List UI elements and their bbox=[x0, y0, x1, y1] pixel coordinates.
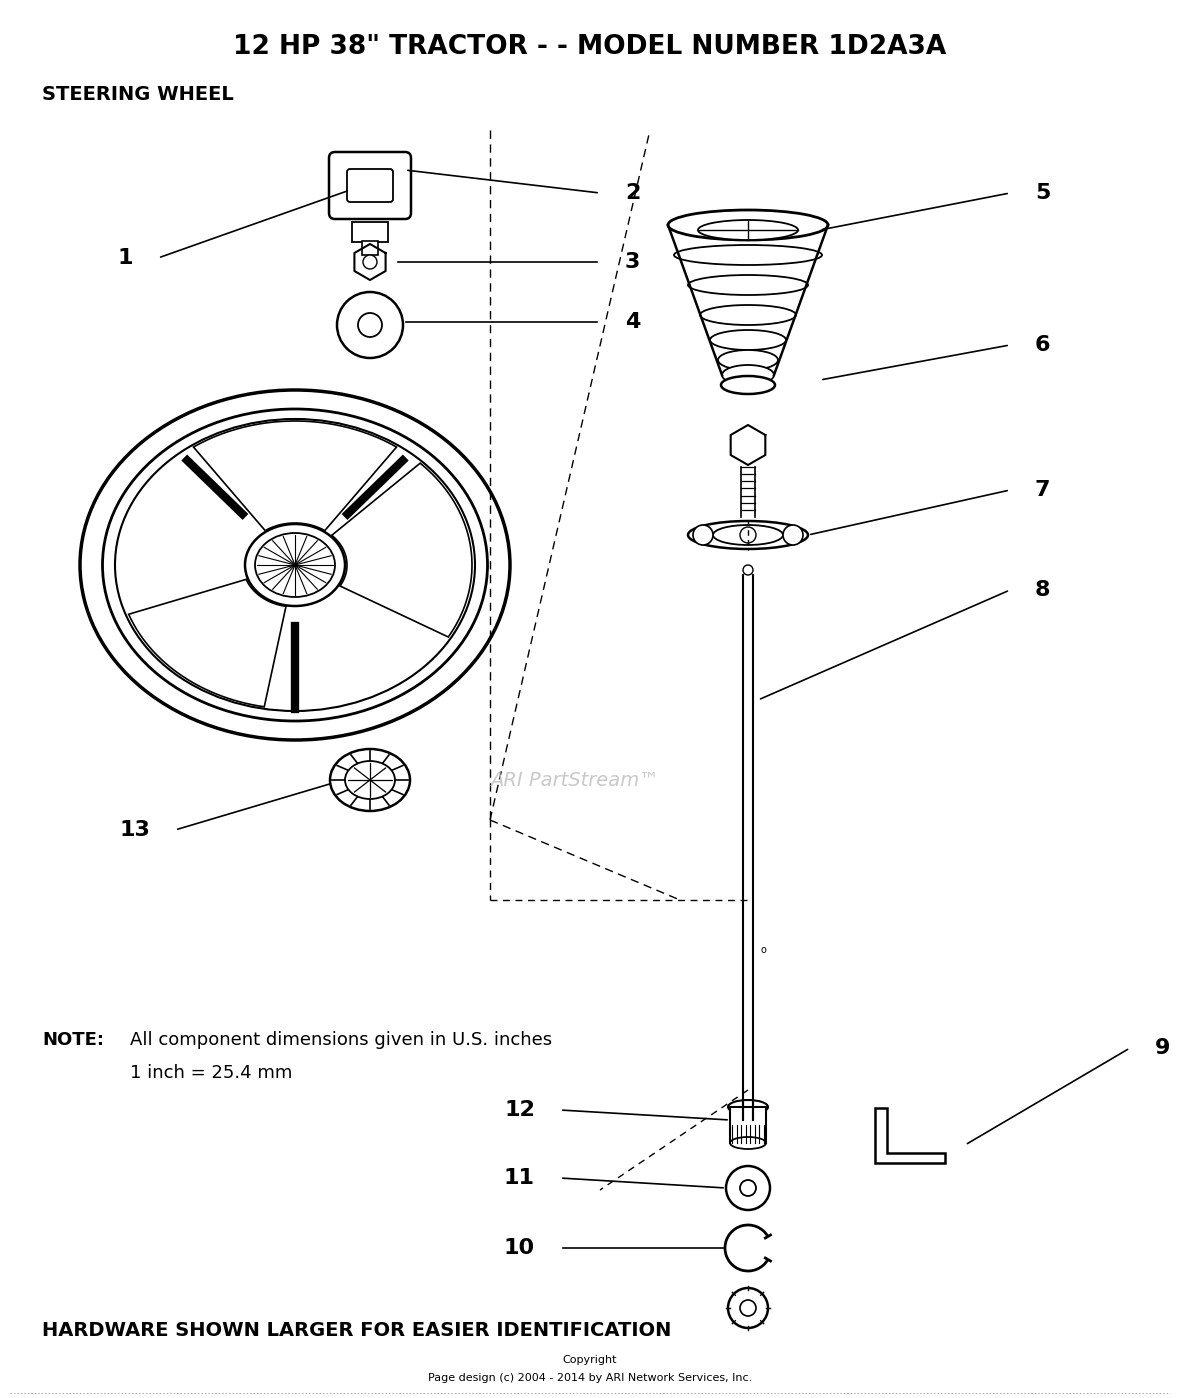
Polygon shape bbox=[129, 579, 286, 707]
Ellipse shape bbox=[114, 419, 476, 712]
Ellipse shape bbox=[699, 219, 798, 240]
Text: 7: 7 bbox=[1035, 480, 1050, 500]
FancyBboxPatch shape bbox=[329, 152, 411, 219]
Ellipse shape bbox=[330, 749, 409, 811]
Circle shape bbox=[740, 1300, 756, 1316]
Ellipse shape bbox=[688, 521, 808, 549]
Polygon shape bbox=[730, 425, 766, 466]
Ellipse shape bbox=[710, 330, 786, 350]
Circle shape bbox=[693, 526, 713, 545]
Circle shape bbox=[784, 526, 804, 545]
Ellipse shape bbox=[80, 390, 510, 740]
Text: 3: 3 bbox=[625, 252, 641, 273]
Circle shape bbox=[363, 254, 376, 268]
Text: ARI PartStream™: ARI PartStream™ bbox=[490, 770, 658, 790]
Ellipse shape bbox=[674, 245, 822, 266]
Bar bbox=[362, 240, 378, 254]
Text: 6: 6 bbox=[1035, 336, 1050, 355]
Ellipse shape bbox=[345, 761, 395, 800]
Ellipse shape bbox=[668, 210, 828, 240]
Ellipse shape bbox=[728, 1100, 768, 1114]
Text: 11: 11 bbox=[504, 1167, 535, 1188]
Bar bbox=[352, 222, 388, 242]
Ellipse shape bbox=[700, 305, 797, 324]
Text: 12 HP 38" TRACTOR - - MODEL NUMBER 1D2A3A: 12 HP 38" TRACTOR - - MODEL NUMBER 1D2A3… bbox=[234, 34, 946, 60]
Text: o: o bbox=[760, 945, 766, 955]
Ellipse shape bbox=[713, 526, 784, 545]
Circle shape bbox=[743, 565, 753, 575]
Ellipse shape bbox=[255, 533, 335, 597]
Text: 12: 12 bbox=[504, 1100, 535, 1120]
FancyBboxPatch shape bbox=[347, 169, 393, 201]
Circle shape bbox=[740, 527, 756, 542]
Circle shape bbox=[358, 313, 382, 337]
Text: STEERING WHEEL: STEERING WHEEL bbox=[42, 85, 234, 105]
Circle shape bbox=[740, 1180, 756, 1197]
Ellipse shape bbox=[103, 410, 487, 721]
Text: 4: 4 bbox=[625, 312, 641, 331]
Polygon shape bbox=[876, 1109, 945, 1163]
Text: 5: 5 bbox=[1035, 183, 1050, 203]
Ellipse shape bbox=[721, 376, 775, 394]
Circle shape bbox=[726, 1166, 771, 1211]
Text: HARDWARE SHOWN LARGER FOR EASIER IDENTIFICATION: HARDWARE SHOWN LARGER FOR EASIER IDENTIF… bbox=[42, 1321, 671, 1339]
Text: 1: 1 bbox=[118, 247, 133, 268]
Text: Copyright: Copyright bbox=[563, 1355, 617, 1364]
Ellipse shape bbox=[245, 524, 345, 605]
Text: 1 inch = 25.4 mm: 1 inch = 25.4 mm bbox=[130, 1064, 293, 1082]
Circle shape bbox=[337, 292, 404, 358]
Ellipse shape bbox=[722, 365, 774, 384]
Polygon shape bbox=[194, 421, 396, 531]
Text: 13: 13 bbox=[119, 821, 150, 840]
Text: Page design (c) 2004 - 2014 by ARI Network Services, Inc.: Page design (c) 2004 - 2014 by ARI Netwo… bbox=[428, 1373, 752, 1383]
Ellipse shape bbox=[688, 275, 808, 295]
Text: 2: 2 bbox=[625, 183, 641, 203]
Text: 10: 10 bbox=[504, 1239, 535, 1258]
Circle shape bbox=[728, 1288, 768, 1328]
Bar bbox=[730, 1107, 766, 1144]
Text: 8: 8 bbox=[1035, 580, 1050, 600]
Text: NOTE:: NOTE: bbox=[42, 1030, 104, 1048]
Ellipse shape bbox=[717, 350, 778, 370]
Ellipse shape bbox=[730, 1137, 766, 1149]
Polygon shape bbox=[332, 463, 472, 637]
Text: 9: 9 bbox=[1155, 1037, 1171, 1058]
Text: All component dimensions given in U.S. inches: All component dimensions given in U.S. i… bbox=[130, 1030, 552, 1048]
